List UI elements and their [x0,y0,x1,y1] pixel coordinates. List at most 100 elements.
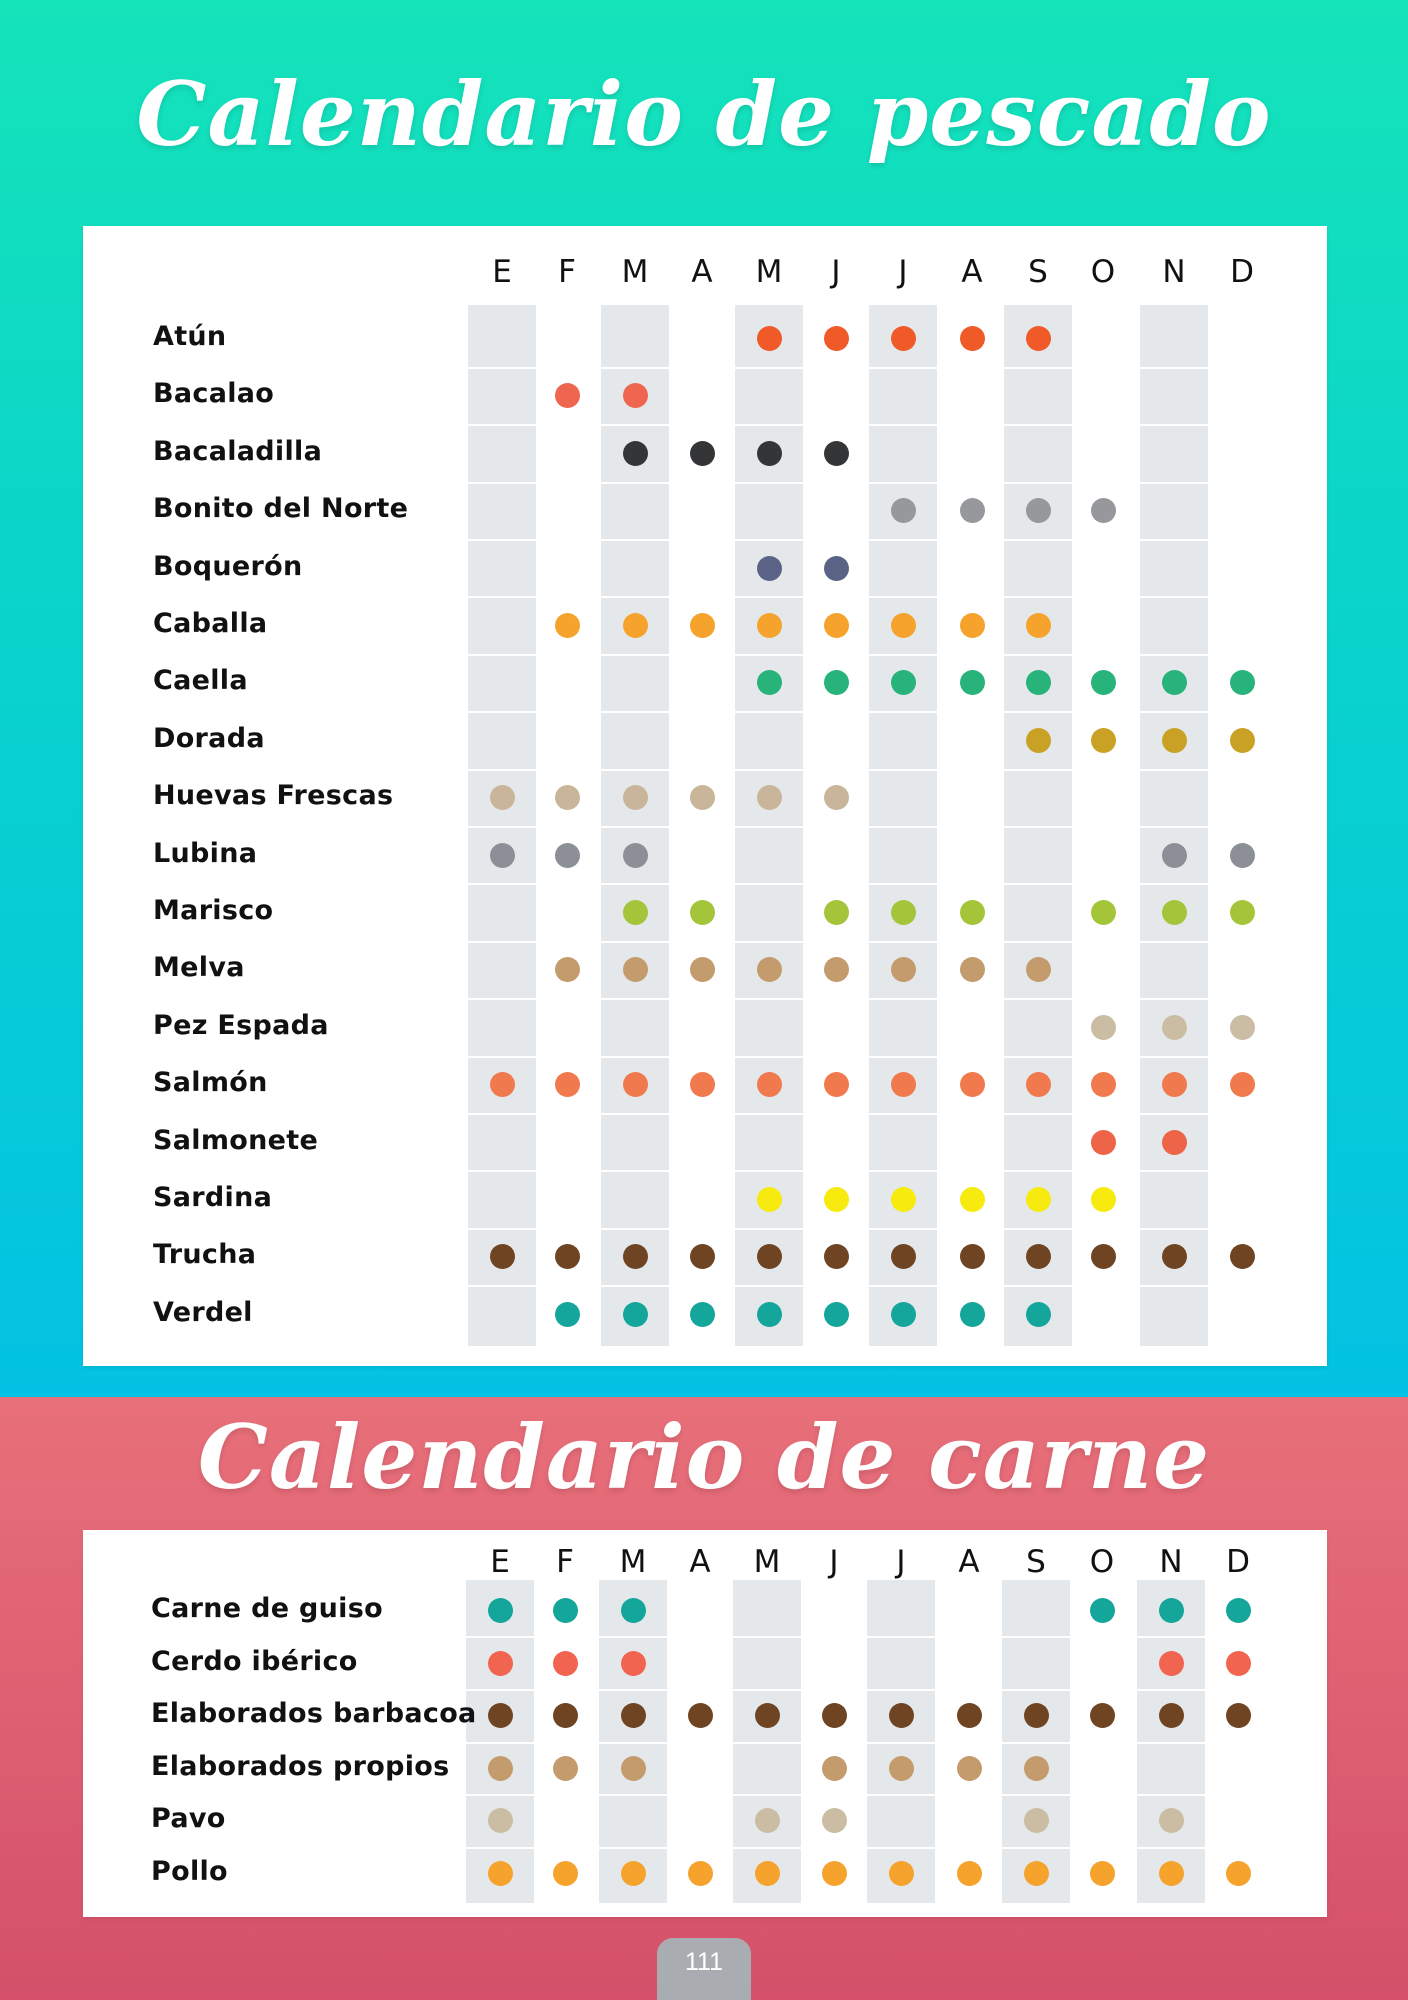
month-header: M [755,254,783,290]
season-dot [1026,1244,1051,1270]
column-band [867,1579,935,1904]
month-header: A [961,254,983,290]
row-separator [468,1285,1276,1288]
season-dot [891,1072,916,1098]
season-dot [555,785,580,811]
month-header: A [691,254,713,290]
season-dot [757,670,782,696]
season-dot [1230,670,1255,696]
meat-calendar-card: E F M A M J J A S O N D Carne de guiso Cerdo ibérico E… [83,1530,1327,1917]
month-header: J [898,254,908,290]
season-dot [960,670,985,696]
season-dot [690,440,715,466]
season-dot [1226,1703,1251,1729]
row-label: Caballa [153,608,268,639]
month-header: N [1162,254,1186,290]
season-dot [1230,1014,1255,1040]
row-label: Marisco [153,895,274,926]
season-dot [891,900,916,925]
season-dot [1091,498,1116,524]
season-dot [688,1703,713,1729]
row-label: Bonito del Norte [153,493,409,525]
row-separator [468,940,1276,943]
month-header: N [1159,1544,1183,1580]
season-dot [1091,1244,1116,1270]
month-header: M [621,254,649,290]
season-dot [555,1244,580,1270]
row-label: Atún [153,321,227,352]
season-dot [891,957,916,983]
row-label: Pavo [151,1803,226,1835]
season-dot [1024,1808,1049,1834]
row-separator [468,1170,1276,1173]
season-dot [1159,1808,1184,1834]
season-dot [960,326,985,351]
season-dot [690,785,715,811]
season-dot [553,1755,578,1781]
season-dot [1024,1861,1049,1886]
season-dot [757,326,782,351]
month-header: E [490,1544,510,1580]
season-dot [488,1861,513,1886]
season-dot [960,1244,985,1270]
season-dot [1026,1072,1051,1098]
row-label: Dorada [153,722,265,754]
month-header: J [831,254,841,290]
row-label: Elaborados propios [151,1750,450,1782]
season-dot [1159,1650,1184,1676]
season-dot [553,1703,578,1729]
season-dot [889,1755,914,1781]
row-separator [468,711,1276,714]
month-header: S [1026,1544,1046,1580]
season-dot [623,613,648,638]
season-dot [623,842,648,868]
season-dot [488,1808,513,1834]
season-dot [824,785,849,811]
column-band [599,1579,667,1904]
season-dot [1226,1861,1251,1886]
row-separator [468,366,1276,369]
season-dot [889,1703,914,1729]
meat-calendar-title: Calendario de carne [197,1405,1211,1509]
season-dot [1026,613,1051,638]
season-dot [757,555,782,581]
season-dot [960,900,985,925]
row-separator [468,481,1276,484]
season-dot [824,440,849,466]
season-dot [1026,498,1051,524]
season-dot [621,1755,646,1781]
row-label: Pez Espada [153,1009,329,1041]
season-dot [490,1072,515,1098]
season-dot [623,440,648,466]
row-label: Pollo [151,1856,228,1887]
season-dot [960,498,985,524]
season-dot [553,1598,578,1623]
column-band [466,1579,534,1904]
season-dot [1024,1755,1049,1781]
season-dot [1091,727,1116,753]
season-dot [1091,900,1116,925]
season-dot [1026,670,1051,696]
season-dot [824,1244,849,1270]
season-dot [822,1703,847,1729]
season-dot [690,1244,715,1270]
season-dot [755,1861,780,1886]
season-dot [623,957,648,983]
season-dot [891,613,916,638]
season-dot [1162,842,1187,868]
season-dot [488,1703,513,1729]
season-dot [824,670,849,696]
season-dot [891,1301,916,1327]
season-dot [960,957,985,983]
row-separator [466,1846,1272,1849]
season-dot [1159,1703,1184,1729]
season-dot [824,613,849,638]
season-dot [690,900,715,925]
row-separator [466,1741,1272,1744]
season-dot [889,1861,914,1886]
season-dot [1162,727,1187,753]
row-label: Caella [153,665,248,697]
fish-calendar-card: E F M A M J J A S O N D Atún Bacalao Bacaladilla Bonito… [83,226,1327,1366]
season-dot [553,1650,578,1676]
season-dot [1226,1650,1251,1676]
